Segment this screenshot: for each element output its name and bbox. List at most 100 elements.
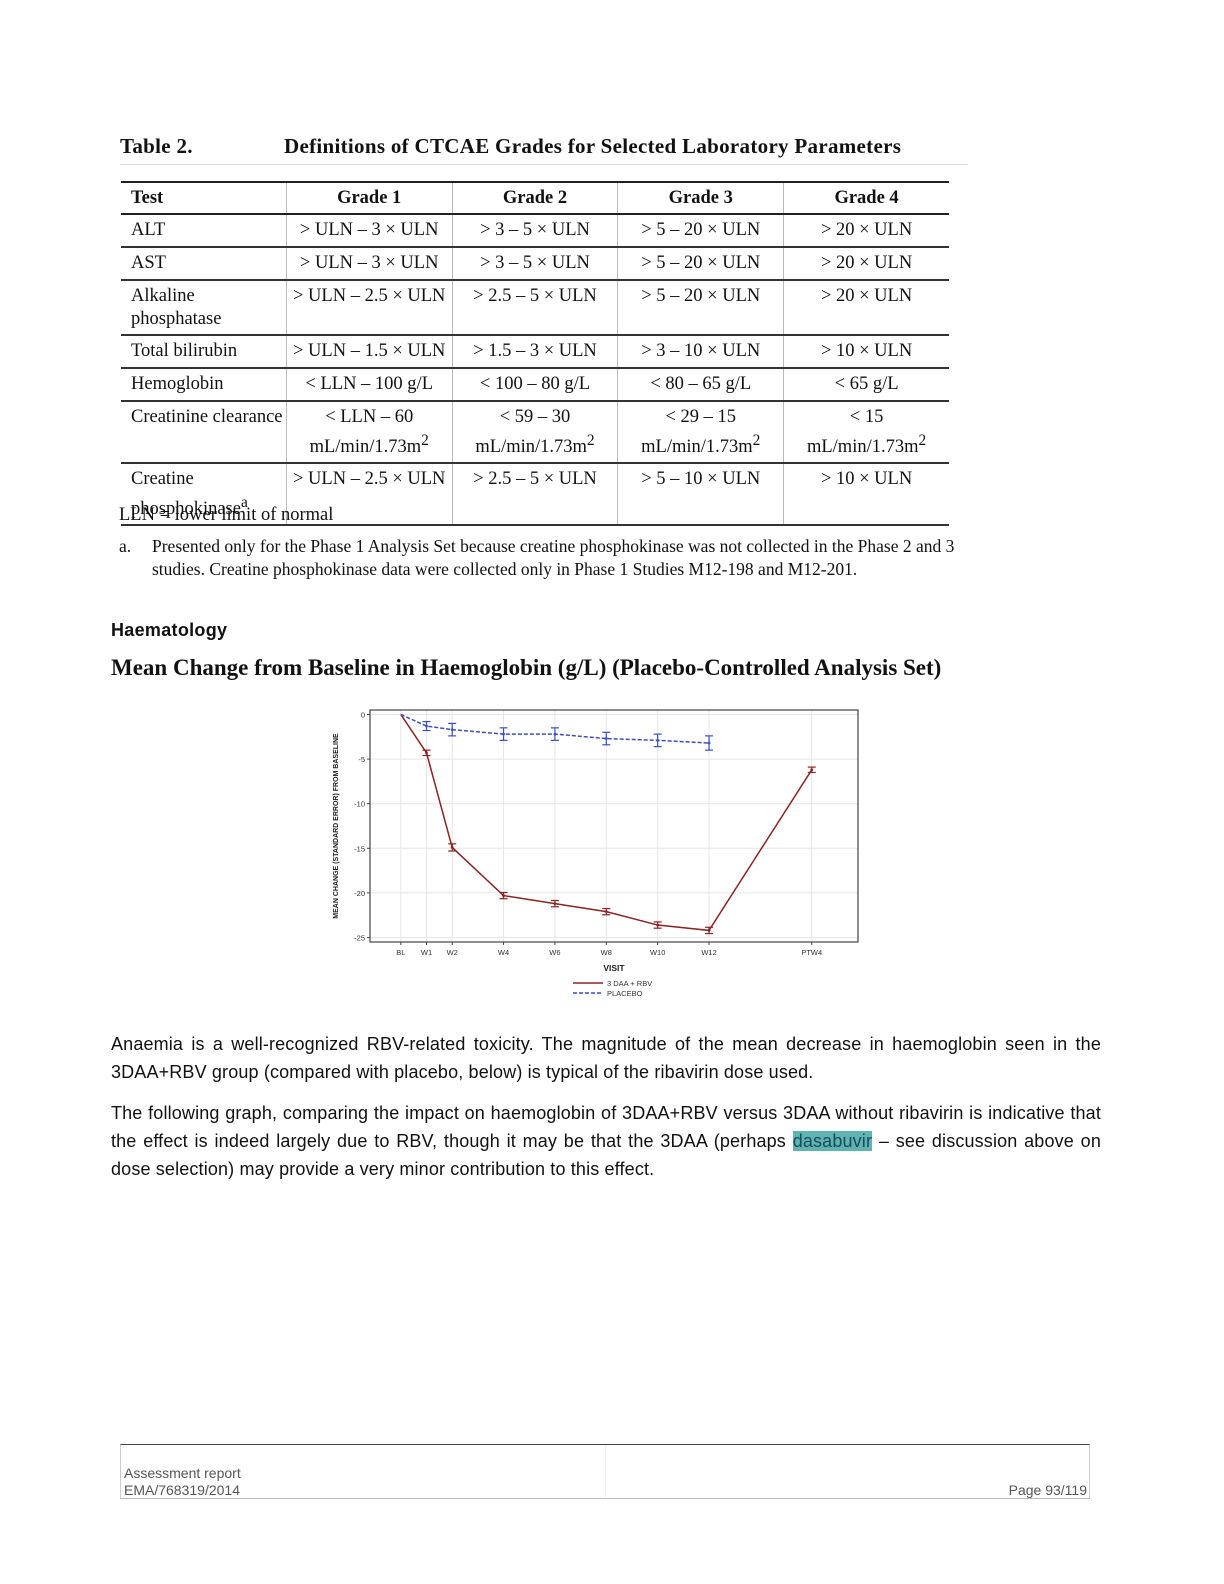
data-point <box>656 923 660 927</box>
cell-grade1: > ULN – 1.5 × ULN <box>285 335 453 369</box>
cell-grade4: > 20 × ULN <box>783 214 949 248</box>
cell-grade4: > 10 × ULN <box>783 463 949 527</box>
cell-grade3: < 80 – 65 g/L <box>617 368 784 402</box>
paragraph-text: The following graph, comparing the impac… <box>111 1103 1101 1151</box>
table-title: Definitions of CTCAE Grades for Selected… <box>284 134 902 158</box>
lln-note: LLN = lower limit of normal <box>119 505 334 525</box>
footer-divider <box>605 1445 606 1497</box>
footnote-text: Presented only for the Phase 1 Analysis … <box>152 536 955 579</box>
highlighted-term: dasabuvir <box>792 1131 873 1151</box>
table-row: Total bilirubin > ULN – 1.5 × ULN > 1.5 … <box>121 335 949 369</box>
cell-unit: mL/min/1.73m <box>806 437 919 458</box>
x-tick-label: W1 <box>421 948 432 957</box>
cell-grade3: < 29 – 15 mL/min/1.73m2 <box>617 401 784 465</box>
series-line-placebo <box>400 713 710 744</box>
paragraph-comparison: The following graph, comparing the impac… <box>111 1099 1101 1183</box>
cell-test: Creatinine clearance <box>121 401 287 465</box>
x-tick-label: W12 <box>701 948 716 957</box>
cell-grade2: < 59 – 30 mL/min/1.73m2 <box>451 401 618 465</box>
cell-test-line2: phosphatase <box>131 309 222 329</box>
cell-grade2: > 2.5 – 5 × ULN <box>451 463 618 527</box>
cell-grade4: > 10 × ULN <box>783 335 949 369</box>
x-tick-label: W6 <box>549 948 560 957</box>
data-point <box>425 751 428 755</box>
table-caption: Table 2. Definitions of CTCAE Grades for… <box>120 132 968 165</box>
cell-unit: mL/min/1.73m <box>641 437 753 458</box>
column-header-grade3: Grade 3 <box>617 181 784 215</box>
cell-grade3: > 5 – 20 × ULN <box>617 214 784 248</box>
x-tick-label: W4 <box>498 948 509 957</box>
cell-grade4: < 65 g/L <box>783 368 949 402</box>
ctcae-table: Test Grade 1 Grade 2 Grade 3 Grade 4 ALT… <box>121 181 949 527</box>
cell-value: < 59 – 30 <box>499 407 571 427</box>
cell-value: < LLN – 60 <box>325 407 414 427</box>
cell-test: Creatine phosphokinasea <box>121 463 287 527</box>
column-header-grade1: Grade 1 <box>285 181 453 215</box>
cell-test: AST <box>121 247 287 281</box>
column-header-grade4: Grade 4 <box>783 181 949 215</box>
legend-label: PLACEBO <box>607 989 643 998</box>
table-row: ALT > ULN – 3 × ULN > 3 – 5 × ULN > 5 – … <box>121 214 949 248</box>
figure-title: Mean Change from Baseline in Haemoglobin… <box>111 655 942 680</box>
data-point <box>656 738 660 742</box>
table-header-row: Test Grade 1 Grade 2 Grade 3 Grade 4 <box>121 181 949 215</box>
x-tick-label: W10 <box>650 948 665 957</box>
table-row: Creatine phosphokinasea > ULN – 2.5 × ULN… <box>121 463 949 527</box>
paragraph-text: – see discussion above on dose selection… <box>111 1131 1101 1179</box>
y-tick-label: -15 <box>354 844 365 853</box>
legend-label: 3 DAA + RBV <box>607 979 652 988</box>
cell-grade1: > ULN – 2.5 × ULN <box>285 463 453 527</box>
cell-test: Total bilirubin <box>121 335 287 369</box>
data-point <box>502 894 505 897</box>
data-point <box>425 724 428 728</box>
x-tick-label: W2 <box>447 948 458 957</box>
cell-grade1: > ULN – 2.5 × ULN <box>285 280 453 336</box>
plot-border <box>369 709 859 943</box>
cell-value: < 15 <box>849 407 884 427</box>
data-point <box>553 902 557 906</box>
cell-grade2: > 1.5 – 3 × ULN <box>451 335 618 369</box>
cell-grade2: > 3 – 5 × ULN <box>451 247 618 281</box>
cell-test: Hemoglobin <box>121 368 287 402</box>
paragraph-anaemia: Anaemia is a well-recognized RBV-related… <box>111 1034 1101 1082</box>
data-point <box>450 728 454 732</box>
cell-grade4: > 20 × ULN <box>783 247 949 281</box>
table-row: Creatinine clearance < LLN – 60 mL/min/1.… <box>121 401 949 465</box>
haemoglobin-chart: 0 -5 -10 -15 -20 -25 BL W1 W2 W4 W6 W8 W10 W12 PTW4 VIS… <box>328 702 868 1002</box>
data-point <box>707 929 711 932</box>
superscript: 2 <box>918 432 927 449</box>
cell-grade1: < LLN – 60 mL/min/1.73m2 <box>285 401 453 465</box>
data-point <box>553 732 557 736</box>
cell-grade3: > 5 – 20 × ULN <box>617 247 784 281</box>
cell-grade4: > 20 × ULN <box>783 280 949 336</box>
y-tick-label: -25 <box>354 934 365 943</box>
cell-value: < 29 – 15 <box>665 407 737 427</box>
x-tick-label: BL <box>396 948 405 957</box>
chart-svg: 0 -5 -10 -15 -20 -25 BL W1 W2 W4 W6 W8 W10 W12 PTW4 VIS… <box>333 709 859 998</box>
cell-test-line1: Creatine <box>131 469 194 490</box>
cell-grade2: > 2.5 – 5 × ULN <box>451 280 618 336</box>
superscript: 2 <box>586 432 595 449</box>
y-tick-label: -20 <box>354 889 365 898</box>
cell-grade3: > 5 – 20 × ULN <box>617 280 784 336</box>
section-heading: Haematology <box>111 620 228 640</box>
footnote-mark: a. <box>119 536 132 556</box>
y-tick-label: 0 <box>361 710 365 719</box>
data-point <box>450 846 454 849</box>
cell-grade1: > ULN – 3 × ULN <box>285 214 453 248</box>
cell-test: ALT <box>121 214 287 248</box>
y-tick-label: -5 <box>358 755 365 764</box>
superscript: 2 <box>752 432 761 449</box>
table-row: AST > ULN – 3 × ULN > 3 – 5 × ULN > 5 – … <box>121 247 949 281</box>
cell-grade2: < 100 – 80 g/L <box>451 368 618 402</box>
cell-grade1: < LLN – 100 g/L <box>285 368 453 402</box>
cell-unit: mL/min/1.73m <box>475 437 587 458</box>
column-header-grade2: Grade 2 <box>451 181 618 215</box>
y-tick-label: -10 <box>354 800 365 809</box>
cell-unit: mL/min/1.73m <box>309 437 422 458</box>
x-tick-label: W8 <box>601 948 612 957</box>
cell-test-line1: Alkaline <box>131 286 195 306</box>
data-point <box>707 741 711 745</box>
cell-grade2: > 3 – 5 × ULN <box>451 214 618 248</box>
table-row: Hemoglobin < LLN – 100 g/L < 100 – 80 g/… <box>121 368 949 402</box>
